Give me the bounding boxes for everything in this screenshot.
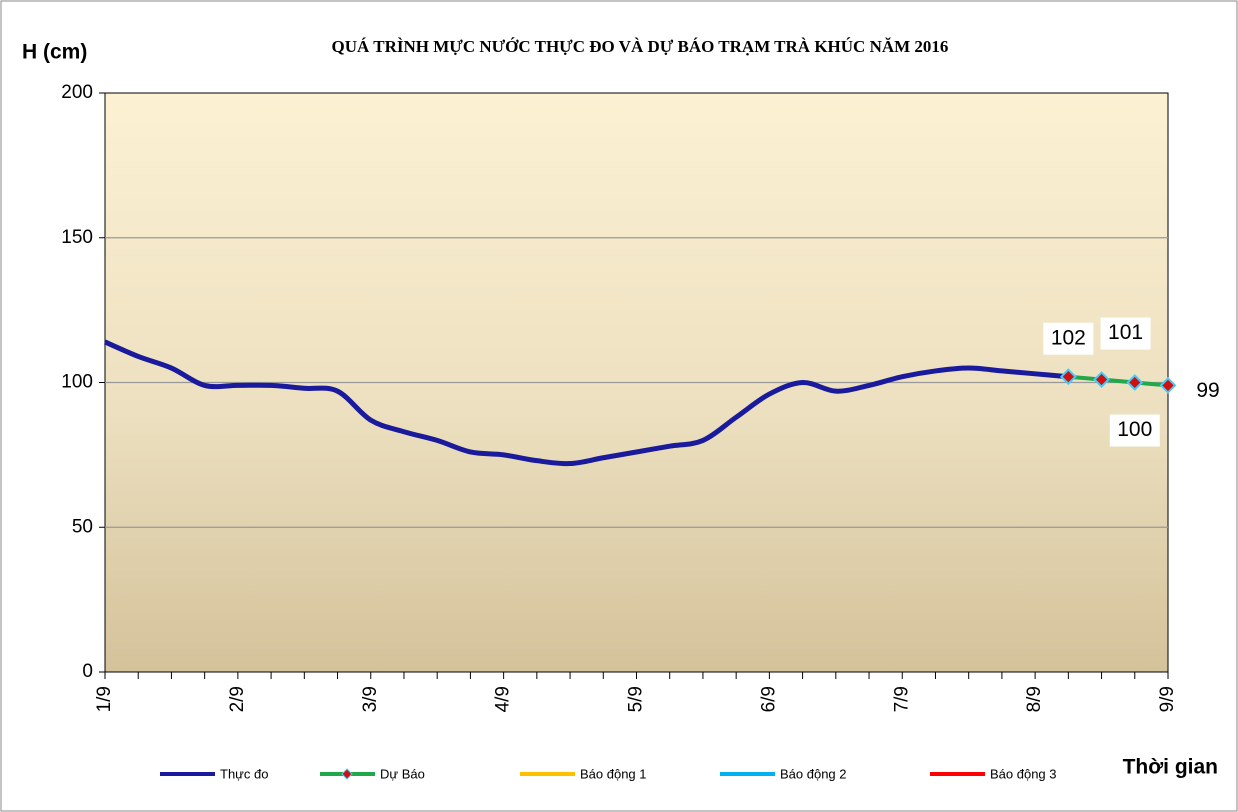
- legend-label: Báo động 2: [780, 766, 847, 781]
- x-axis-label: Thời gian: [1123, 756, 1218, 779]
- series-line: [104, 339, 1069, 467]
- data-label: 100: [1117, 418, 1152, 441]
- data-label: 102: [1051, 326, 1086, 349]
- x-tick-label: 6/9: [758, 686, 779, 712]
- chart-title: QUÁ TRÌNH MỰC NƯỚC THỰC ĐO VÀ DỰ BÁO TRẠ…: [332, 37, 949, 56]
- marker: [1159, 376, 1177, 394]
- marker: [1059, 368, 1077, 386]
- data-label-bg: [1043, 322, 1094, 355]
- legend-marker: [341, 768, 353, 780]
- data-label: 99: [1196, 379, 1219, 402]
- y-tick-label: 0: [82, 661, 93, 682]
- data-label-bg: [1183, 375, 1233, 408]
- x-tick-label: 7/9: [891, 686, 912, 712]
- legend-label: Báo động 3: [990, 766, 1057, 781]
- y-axis-label: H (cm): [22, 41, 87, 64]
- data-label: 101: [1108, 321, 1143, 344]
- y-tick-label: 50: [72, 516, 93, 537]
- legend-label: Thực đo: [220, 766, 268, 781]
- data-label-bg: [1109, 414, 1160, 447]
- x-tick-label: 9/9: [1157, 686, 1178, 712]
- y-tick-label: 200: [61, 82, 93, 103]
- x-tick-label: 8/9: [1024, 686, 1045, 712]
- marker: [1093, 371, 1110, 389]
- y-tick-label: 100: [61, 372, 93, 393]
- series-line: [1068, 374, 1169, 388]
- marker: [1126, 374, 1144, 391]
- y-tick-label: 150: [61, 227, 93, 248]
- data-label-bg: [1100, 317, 1151, 350]
- x-tick-label: 5/9: [626, 686, 647, 712]
- x-tick-label: 2/9: [227, 686, 248, 712]
- x-tick-label: 3/9: [360, 686, 381, 712]
- x-tick-label: 4/9: [493, 686, 514, 712]
- legend-label: Báo động 1: [580, 766, 647, 781]
- x-tick-label: 1/9: [94, 686, 115, 712]
- legend-label: Dự Báo: [380, 766, 425, 781]
